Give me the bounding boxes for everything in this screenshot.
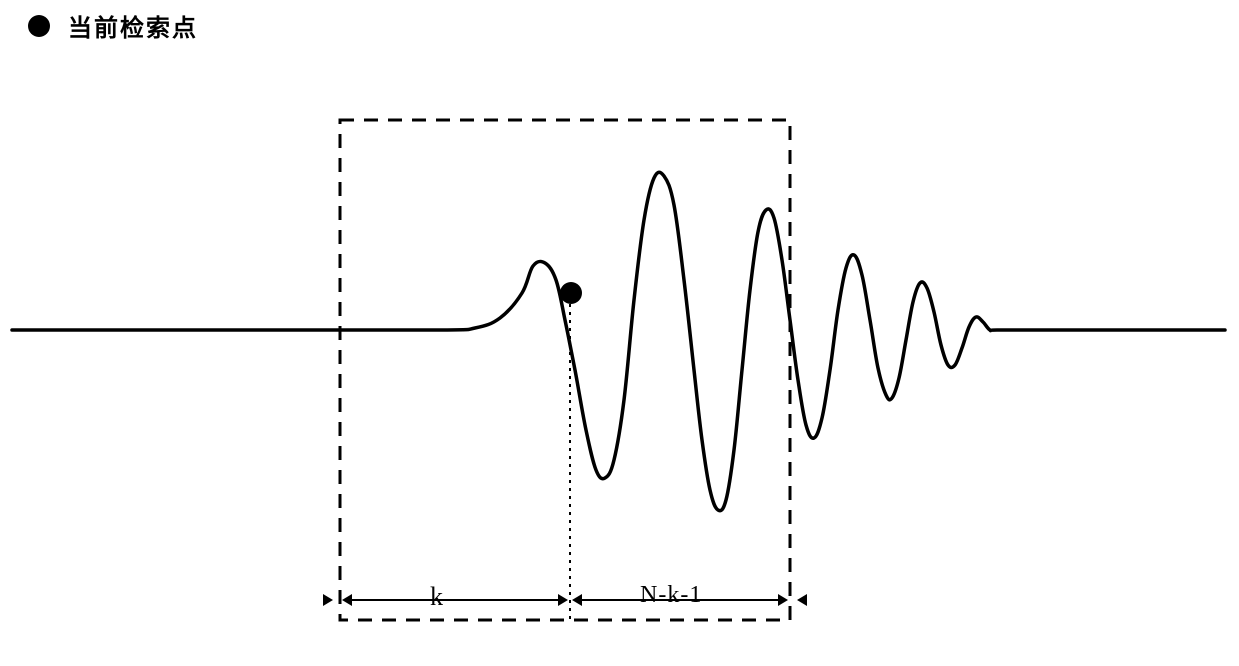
signal-waveform [12,172,1225,511]
arrowhead-icon [797,594,807,606]
arrowhead-icon [778,594,788,606]
arrowhead-icon [572,594,582,606]
diagram-container: 当前检索点 k N-k-1 [0,0,1239,666]
dimension-label-k: k [430,582,443,612]
signal-diagram [0,0,1239,666]
arrowhead-icon [342,594,352,606]
arrowhead-icon [558,594,568,606]
arrowhead-icon [323,594,333,606]
dimension-label-nk1: N-k-1 [640,582,702,609]
window-box [340,120,790,620]
current-point-marker-icon [560,282,582,304]
